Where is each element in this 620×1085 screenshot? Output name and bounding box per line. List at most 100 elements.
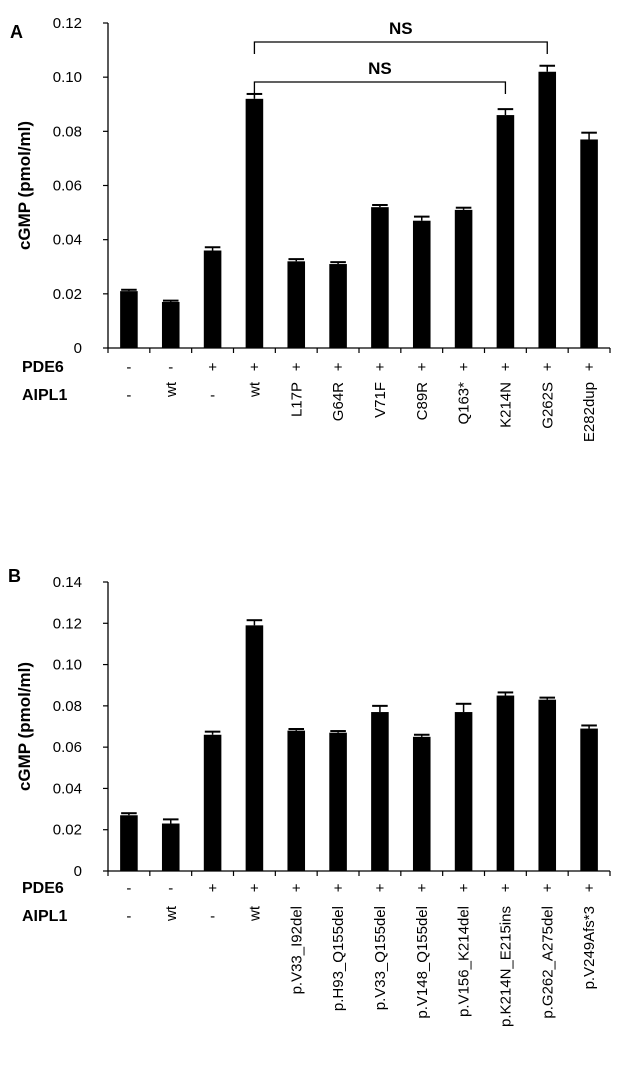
panel-b-pde6-cell: - (126, 880, 131, 897)
panel-b-bar (161, 823, 180, 871)
panel-b-pde6-cell: + (250, 880, 259, 897)
panel-a-aipl1-cell: - (126, 387, 131, 404)
panel-b-aipl1-cell: p.V33_I92del (288, 906, 305, 994)
panel-b-bar (245, 625, 264, 871)
panel-a-significance-label: NS (368, 59, 392, 78)
panel-b-bar (412, 736, 431, 871)
panel-b-bar (371, 712, 389, 871)
panel-a-aipl1-cell: C89R (414, 382, 431, 421)
panel-b-y-tick-label: 0.10 (53, 657, 82, 674)
panel-b-pde6-cell: + (501, 880, 510, 897)
panel-a-bar (203, 250, 222, 348)
panel-b-aipl1-cell: p.V148_Q155del (414, 906, 431, 1019)
panel-a-bar (371, 207, 389, 348)
panel-b-aipl1-cell: p.H93_Q155del (330, 906, 347, 1011)
panel-a-y-tick-label: 0.04 (53, 232, 82, 249)
panel-b-pde6-cell: + (376, 880, 385, 897)
panel-b-y-tick-label: 0.02 (53, 822, 82, 839)
panel-a-letter: A (10, 22, 23, 42)
panel-a-pde6-cell: + (417, 359, 426, 376)
panel-a-significance-bracket (253, 41, 548, 54)
panel-b-bar (329, 732, 347, 871)
panel-b-bar (287, 730, 306, 871)
panel-a-y-tick-label: 0 (74, 340, 82, 357)
panel-a-bar (287, 261, 306, 348)
panel-a-aipl1-cell: G262S (539, 382, 556, 429)
panel-a-bar (538, 71, 557, 348)
panel-a-pde6-cell: + (292, 359, 301, 376)
panel-b-y-tick-label: 0.12 (53, 615, 82, 632)
panel-b-row-label-pde6: PDE6 (22, 880, 64, 897)
panel-b-y-tick-label: 0.14 (53, 574, 82, 591)
panel-a-y-tick-label: 0.06 (53, 178, 82, 195)
panel-a-y-axis-label: cGMP (pmol/ml) (15, 121, 34, 250)
panel-a-pde6-cell: + (459, 359, 468, 376)
panel-b-aipl1-cell: p.G262_A275del (539, 906, 556, 1019)
panel-b-aipl1-cell: - (210, 908, 215, 925)
panel-a-row-label-pde6: PDE6 (22, 359, 64, 376)
panel-a-pde6-cell: + (585, 359, 594, 376)
panel-b-bar (203, 734, 222, 871)
panel-a-bar (245, 98, 264, 348)
panel-a-y-tick-label: 0.02 (53, 286, 82, 303)
panel-a-bar (412, 220, 431, 348)
panel-a-row-label-aipl1: AIPL1 (22, 387, 67, 404)
panel-b-row-label-aipl1: AIPL1 (22, 908, 67, 925)
panel-b-y-tick-label: 0 (74, 863, 82, 880)
panel-b-aipl1-cell: p.V33_Q155del (372, 906, 389, 1010)
panel-b-pde6-cell: + (292, 880, 301, 897)
panel-b-aipl1-cell: wt (163, 905, 180, 922)
panel-a-aipl1-cell: L17P (288, 382, 305, 417)
panel-a-pde6-cell: - (168, 359, 173, 376)
panel-a-significance-bracket (253, 81, 507, 94)
panel-b-bar (120, 815, 138, 871)
panel-b: B 0 0.02 0.04 0.06 0.08 0.10 0.12 0.14 cGMP (pmol… (8, 566, 611, 1027)
panel-a-bar (161, 301, 180, 348)
panel-b-y-tick-label: 0.06 (53, 739, 82, 756)
panel-a-y-tick-label: 0.08 (53, 123, 82, 140)
panel-a-aipl1-cell: Q163* (456, 382, 473, 425)
panel-b-pde6-cell: - (168, 880, 173, 897)
panel-a-pde6-cell: + (501, 359, 510, 376)
panel-a-aipl1-cell: wt (163, 381, 180, 398)
panel-a-aipl1-cell: E282dup (581, 382, 598, 442)
panel-a-bar (120, 291, 138, 348)
panel-a-pde6-cell: - (126, 359, 131, 376)
panel-a-bar (454, 209, 473, 348)
panel-a: A 0 0.02 0.04 0.06 0.08 0.10 0.12 cGMP (pmol/ml)… (10, 15, 611, 442)
panel-a-aipl1-cell: V71F (372, 382, 389, 418)
panel-b-aipl1-cell: - (126, 908, 131, 925)
panel-b-bar (538, 699, 557, 871)
panel-a-aipl1-cell: wt (246, 381, 263, 398)
panel-b-aipl1-cell: p.V249Afs*3 (581, 906, 598, 989)
panel-b-pde6-cell: + (417, 880, 426, 897)
panel-b-y-axis-label: cGMP (pmol/ml) (15, 662, 34, 791)
panel-a-bar (329, 264, 347, 348)
panel-b-bar (454, 712, 473, 871)
panel-b-aipl1-cell: wt (246, 905, 263, 922)
panel-b-bar (580, 728, 598, 871)
panel-a-pde6-cell: + (334, 359, 343, 376)
panel-a-aipl1-cell: G64R (330, 382, 347, 421)
panel-a-pde6-cell: + (376, 359, 385, 376)
panel-b-letter: B (8, 566, 21, 586)
panel-b-pde6-cell: + (459, 880, 468, 897)
panel-a-y-tick-label: 0.10 (53, 69, 82, 86)
panel-b-y-tick-label: 0.08 (53, 698, 82, 715)
panel-a-pde6-cell: + (250, 359, 259, 376)
panel-a-bar (496, 115, 515, 348)
panel-a-pde6-cell: + (208, 359, 217, 376)
panel-a-bar (580, 139, 598, 348)
panel-b-pde6-cell: + (334, 880, 343, 897)
panel-a-aipl1-cell: K214N (497, 382, 514, 428)
panel-b-bar (496, 695, 515, 871)
panel-b-pde6-cell: + (543, 880, 552, 897)
panel-b-y-tick-label: 0.04 (53, 780, 82, 797)
panel-a-pde6-cell: + (543, 359, 552, 376)
panel-b-pde6-cell: + (208, 880, 217, 897)
panel-a-aipl1-cell: - (210, 387, 215, 404)
panel-b-pde6-cell: + (585, 880, 594, 897)
panel-a-significance-label: NS (389, 19, 413, 38)
panel-a-y-tick-label: 0.12 (53, 15, 82, 32)
